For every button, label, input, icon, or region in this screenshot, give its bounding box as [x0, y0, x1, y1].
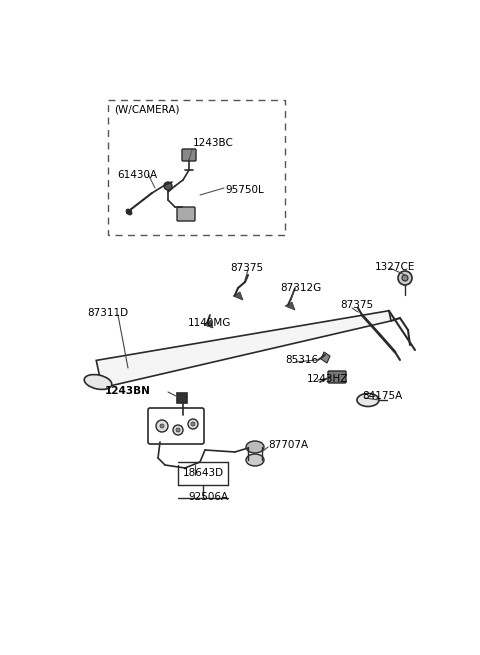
FancyBboxPatch shape [182, 149, 196, 161]
Circle shape [160, 424, 164, 428]
Text: 87312G: 87312G [280, 283, 321, 293]
FancyBboxPatch shape [177, 207, 195, 221]
Circle shape [164, 182, 172, 190]
Circle shape [156, 420, 168, 432]
Text: 1243BN: 1243BN [105, 386, 151, 396]
Ellipse shape [126, 209, 132, 215]
Ellipse shape [357, 394, 379, 407]
Circle shape [398, 271, 412, 285]
Circle shape [173, 425, 183, 435]
FancyBboxPatch shape [177, 393, 187, 403]
Text: 87707A: 87707A [268, 440, 308, 450]
Circle shape [188, 419, 198, 429]
Text: 1140MG: 1140MG [188, 318, 231, 328]
Circle shape [191, 422, 195, 426]
Ellipse shape [84, 375, 112, 390]
Circle shape [402, 275, 408, 281]
Text: 18643D: 18643D [183, 468, 224, 478]
Circle shape [176, 428, 180, 432]
FancyBboxPatch shape [328, 371, 346, 383]
Polygon shape [96, 310, 391, 388]
Text: 61430A: 61430A [117, 170, 157, 180]
Text: 87375: 87375 [340, 300, 373, 310]
Text: 87375: 87375 [230, 263, 263, 273]
Text: 84175A: 84175A [362, 391, 402, 401]
Text: 1243HZ: 1243HZ [307, 374, 348, 384]
Ellipse shape [246, 441, 264, 453]
Text: 1243BC: 1243BC [193, 138, 234, 148]
Polygon shape [321, 352, 330, 363]
Polygon shape [204, 320, 213, 328]
Polygon shape [233, 292, 243, 300]
Polygon shape [285, 302, 295, 310]
Text: 1327CE: 1327CE [375, 262, 415, 272]
Text: 85316: 85316 [285, 355, 318, 365]
Text: 87311D: 87311D [87, 308, 128, 318]
Text: 95750L: 95750L [225, 185, 264, 195]
Text: 92506A: 92506A [188, 492, 228, 502]
Text: (W/CAMERA): (W/CAMERA) [114, 105, 180, 115]
Ellipse shape [246, 454, 264, 466]
